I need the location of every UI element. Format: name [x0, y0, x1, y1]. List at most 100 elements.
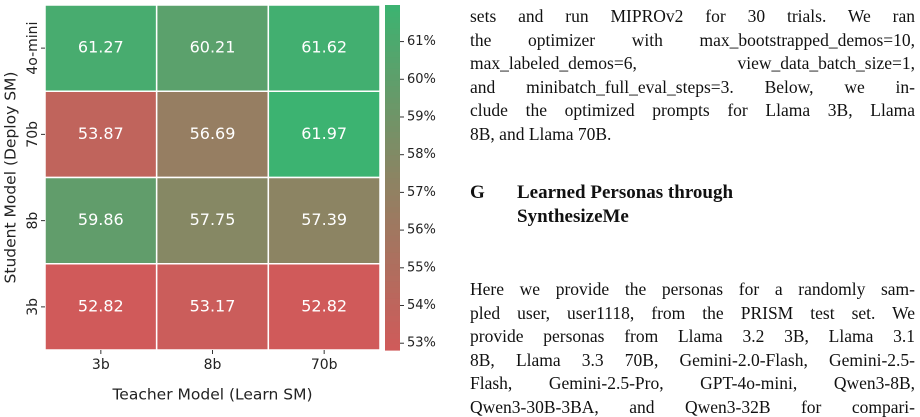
- colorbar-step: [385, 85, 400, 92]
- y-tick-label: 70b: [25, 121, 41, 148]
- colorbar-tick-label: 61%: [407, 34, 436, 49]
- body-text-line: Qwen3-30B-3BA, and Qwen3-32B for compari…: [470, 396, 915, 417]
- cell-label: 52.82: [78, 296, 124, 315]
- colorbar-step: [385, 223, 400, 230]
- cell-label: 60.21: [190, 38, 236, 57]
- colorbar-tick-label: 55%: [407, 260, 436, 275]
- body-text-line: and minibatch_full_eval_steps=3. Below, …: [470, 76, 915, 97]
- colorbar-step: [385, 194, 400, 202]
- colorbar-step: [385, 114, 400, 121]
- x-axis-title: Teacher Model (Learn SM): [111, 386, 312, 404]
- colorbar-step: [385, 74, 400, 81]
- colorbar-step: [385, 275, 400, 282]
- cell: [267, 90, 381, 179]
- colorbar-step: [385, 120, 400, 127]
- colorbar-step: [385, 321, 400, 328]
- colorbar-step: [385, 125, 400, 133]
- colorbar-step: [385, 148, 400, 156]
- colorbar-step: [385, 51, 400, 58]
- cell-label: 61.97: [301, 124, 347, 143]
- colorbar-step: [385, 16, 400, 23]
- colorbar-step: [385, 200, 400, 207]
- colorbar-step: [385, 56, 400, 64]
- cell: [44, 263, 158, 351]
- body-text-line: Flash, Gemini-2.5-Pro, GPT-4o-mini, Qwen…: [470, 373, 915, 393]
- y-axis-title: Student Model (Deploy SM): [2, 72, 20, 284]
- cell: [267, 4, 381, 92]
- section-number: G: [470, 182, 485, 203]
- body-text-line: Here we provide the personas for a rando…: [470, 279, 915, 299]
- colorbar-tick-label: 53%: [407, 336, 436, 351]
- colorbar-step: [385, 217, 400, 225]
- colorbar-step: [385, 102, 400, 110]
- colorbar-step: [385, 189, 400, 196]
- cell: [155, 4, 270, 92]
- cell-label: 52.82: [301, 296, 347, 315]
- colorbar-step: [385, 177, 400, 184]
- cell-label: 57.75: [190, 210, 236, 229]
- cell-label: 61.62: [301, 38, 347, 57]
- section-title: SynthesizeMe: [517, 206, 629, 227]
- colorbar-step: [385, 79, 400, 87]
- y-tick-label: 8b: [25, 212, 41, 230]
- cell-label: 53.17: [190, 296, 236, 315]
- x-tick-label: 70b: [311, 357, 338, 373]
- colorbar-step: [385, 137, 400, 144]
- heatmap-chart: 61.27 60.21 61.62 53.87 56.69 61.97 59.86 57.75…: [2, 4, 436, 404]
- section-title: Learned Personas through: [517, 182, 734, 203]
- y-tick-label: 4o-mini: [25, 22, 41, 75]
- colorbar-step: [385, 309, 400, 317]
- body-text-line: sets and run MIPROv2 for 30 trials. We r…: [470, 6, 915, 26]
- cell-label: 61.27: [78, 38, 124, 57]
- x-tick-label: 3b: [92, 357, 110, 373]
- colorbar-step: [385, 39, 400, 46]
- colorbar-step: [385, 327, 400, 334]
- colorbar-step: [385, 183, 400, 190]
- colorbar-step: [385, 10, 400, 18]
- colorbar-step: [385, 240, 400, 248]
- colorbar-step: [385, 338, 400, 345]
- colorbar-step: [385, 258, 400, 265]
- colorbar-step: [385, 292, 400, 299]
- cell-label: 57.39: [301, 210, 347, 229]
- colorbar-step: [385, 281, 400, 288]
- colorbar-step: [385, 108, 400, 115]
- cell: [155, 176, 270, 265]
- body-text-line: clude the optimized prompts for Llama 3B…: [470, 100, 915, 120]
- colorbar-step: [385, 298, 400, 305]
- colorbar-step: [385, 344, 400, 351]
- body-text-line: the optimizer with max_bootstrapped_demo…: [470, 29, 915, 50]
- body-text-line: provide personas from Llama 3.2 3B, Llam…: [470, 326, 915, 346]
- colorbar-tick-label: 58%: [407, 147, 436, 162]
- y-tick-label: 3b: [25, 298, 41, 316]
- colorbar-step: [385, 229, 400, 236]
- colorbar-step: [385, 97, 400, 104]
- colorbar-step: [385, 212, 400, 219]
- cell: [267, 263, 381, 351]
- colorbar-step: [385, 206, 400, 213]
- colorbar-step: [385, 332, 400, 340]
- body-text-line: 8B, and Llama 70B.: [470, 123, 612, 144]
- colorbar-step: [385, 171, 400, 179]
- colorbar-step: [385, 166, 400, 173]
- body-text-line: pled user, user1118, from the PRISM test…: [470, 302, 915, 323]
- cell-label: 59.86: [78, 210, 124, 229]
- cell-label: 56.69: [190, 124, 236, 143]
- colorbar-step: [385, 235, 400, 242]
- body-text-line: max_labeled_demos=6, view_data_batch_siz…: [470, 53, 915, 73]
- colorbar-step: [385, 304, 400, 311]
- colorbar-tick-label: 57%: [407, 185, 436, 200]
- cell-label: 53.87: [78, 124, 124, 143]
- colorbar-step: [385, 33, 400, 41]
- cell: [44, 4, 158, 92]
- colorbar-step: [385, 286, 400, 294]
- colorbar-step: [385, 315, 400, 322]
- x-tick-label: 8b: [204, 357, 222, 373]
- colorbar-step: [385, 143, 400, 150]
- colorbar-tick-label: 59%: [407, 109, 436, 124]
- cell: [44, 90, 158, 179]
- colorbar-step: [385, 91, 400, 98]
- body-text-line: 8B, Llama 3.3 70B, Gemini-2.0-Flash, Gem…: [470, 349, 915, 370]
- colorbar-step: [385, 246, 400, 253]
